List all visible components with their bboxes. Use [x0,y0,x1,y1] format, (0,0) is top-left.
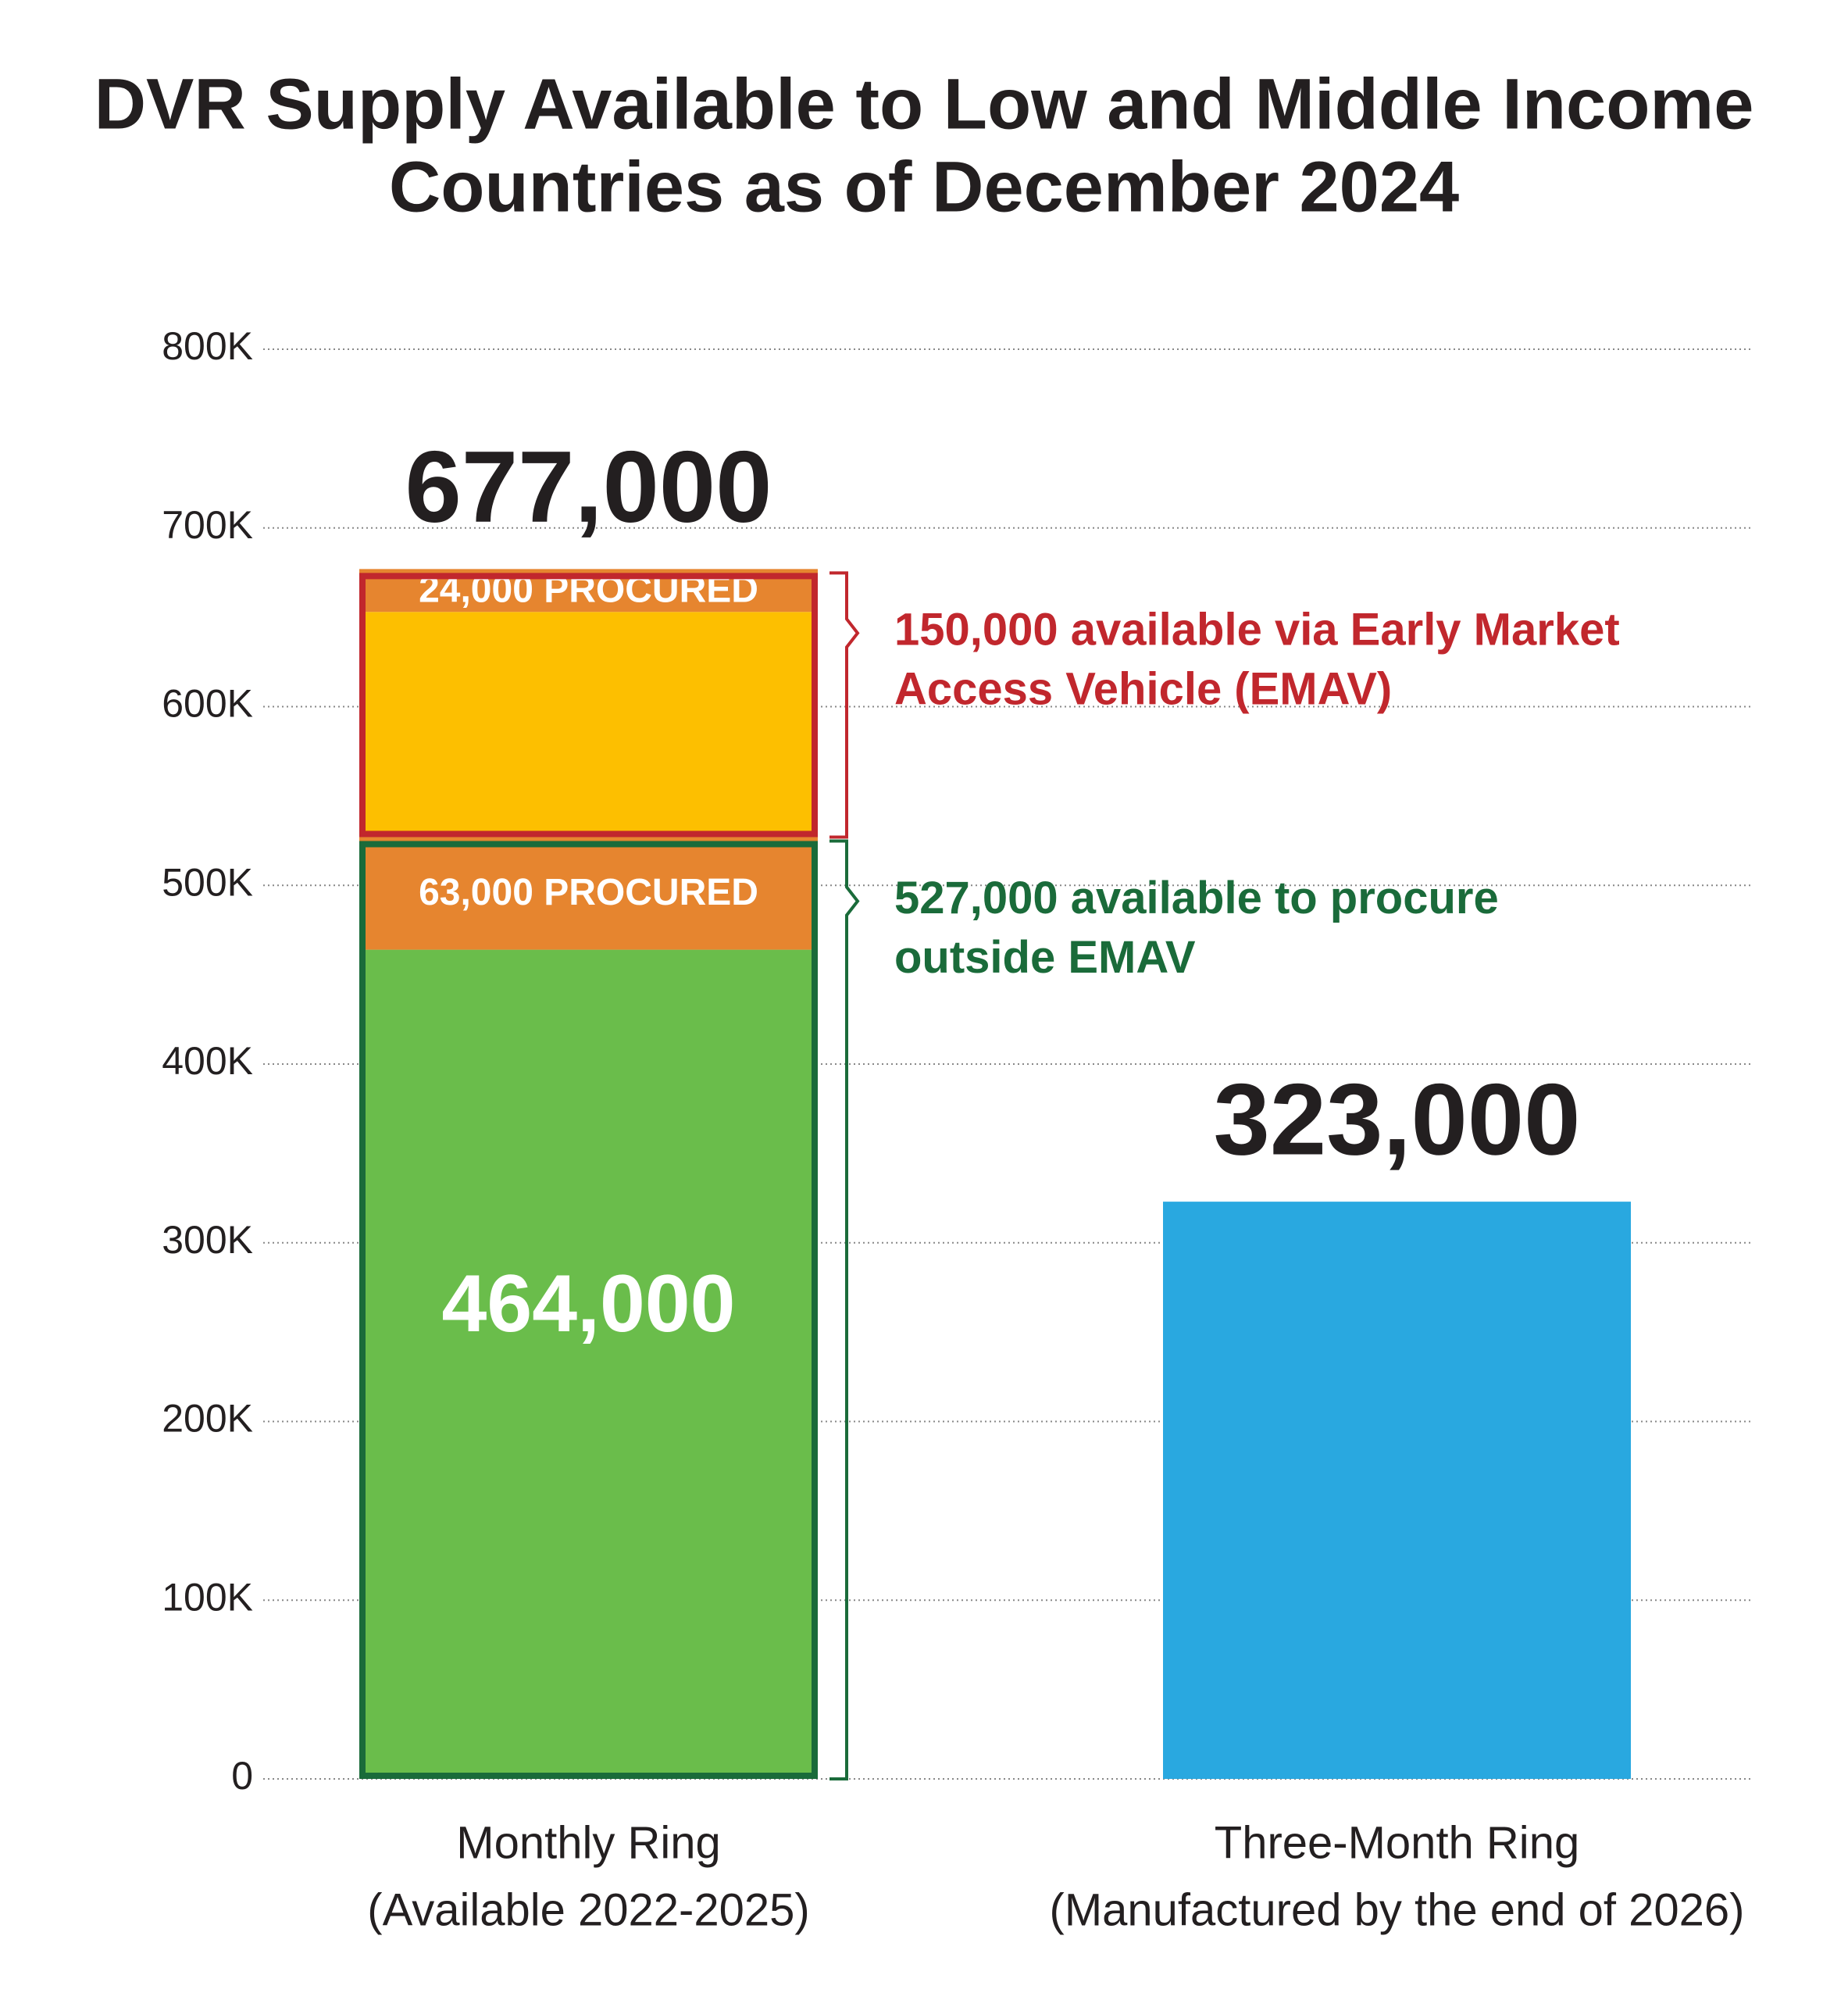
bar-segment [359,949,818,1779]
y-tick-label: 600K [162,682,253,726]
bracket [829,571,860,839]
bar-segment [1163,1202,1631,1779]
bracket [829,839,860,1780]
y-tick-label: 400K [162,1039,253,1083]
x-tick-label: (Manufactured by the end of 2026) [1050,1884,1745,1935]
bracket-label: 527,000 available to procure [894,873,1499,923]
value-label: 464,000 [442,1259,736,1349]
y-tick-label: 800K [162,324,253,368]
y-tick-label: 200K [162,1397,253,1441]
y-tick-label: 100K [162,1575,253,1619]
x-tick-label: (Available 2022-2025) [367,1884,809,1935]
bar-segment [359,612,818,838]
bracket-label: outside EMAV [894,932,1196,983]
y-tick-label: 700K [162,503,253,547]
total-label: 323,000 [1214,1062,1581,1176]
y-tick-label: 500K [162,860,253,904]
value-label: 63,000 PROCURED [419,872,758,913]
bar-segment [359,837,818,950]
group-outline [359,573,818,838]
chart-title: DVR Supply Available to Low and Middle I… [95,64,1754,144]
bracket-label: 150,000 available via Early Market [894,605,1620,655]
y-tick-label: 0 [231,1754,253,1798]
total-label: 677,000 [405,430,772,544]
x-tick-label: Three-Month Ring [1215,1817,1579,1868]
x-tick-label: Monthly Ring [456,1817,720,1868]
bracket-label: Access Vehicle (EMAV) [894,664,1392,715]
chart-title: Countries as of December 2024 [389,147,1459,227]
y-tick-label: 300K [162,1218,253,1262]
group-outline [359,841,818,1779]
